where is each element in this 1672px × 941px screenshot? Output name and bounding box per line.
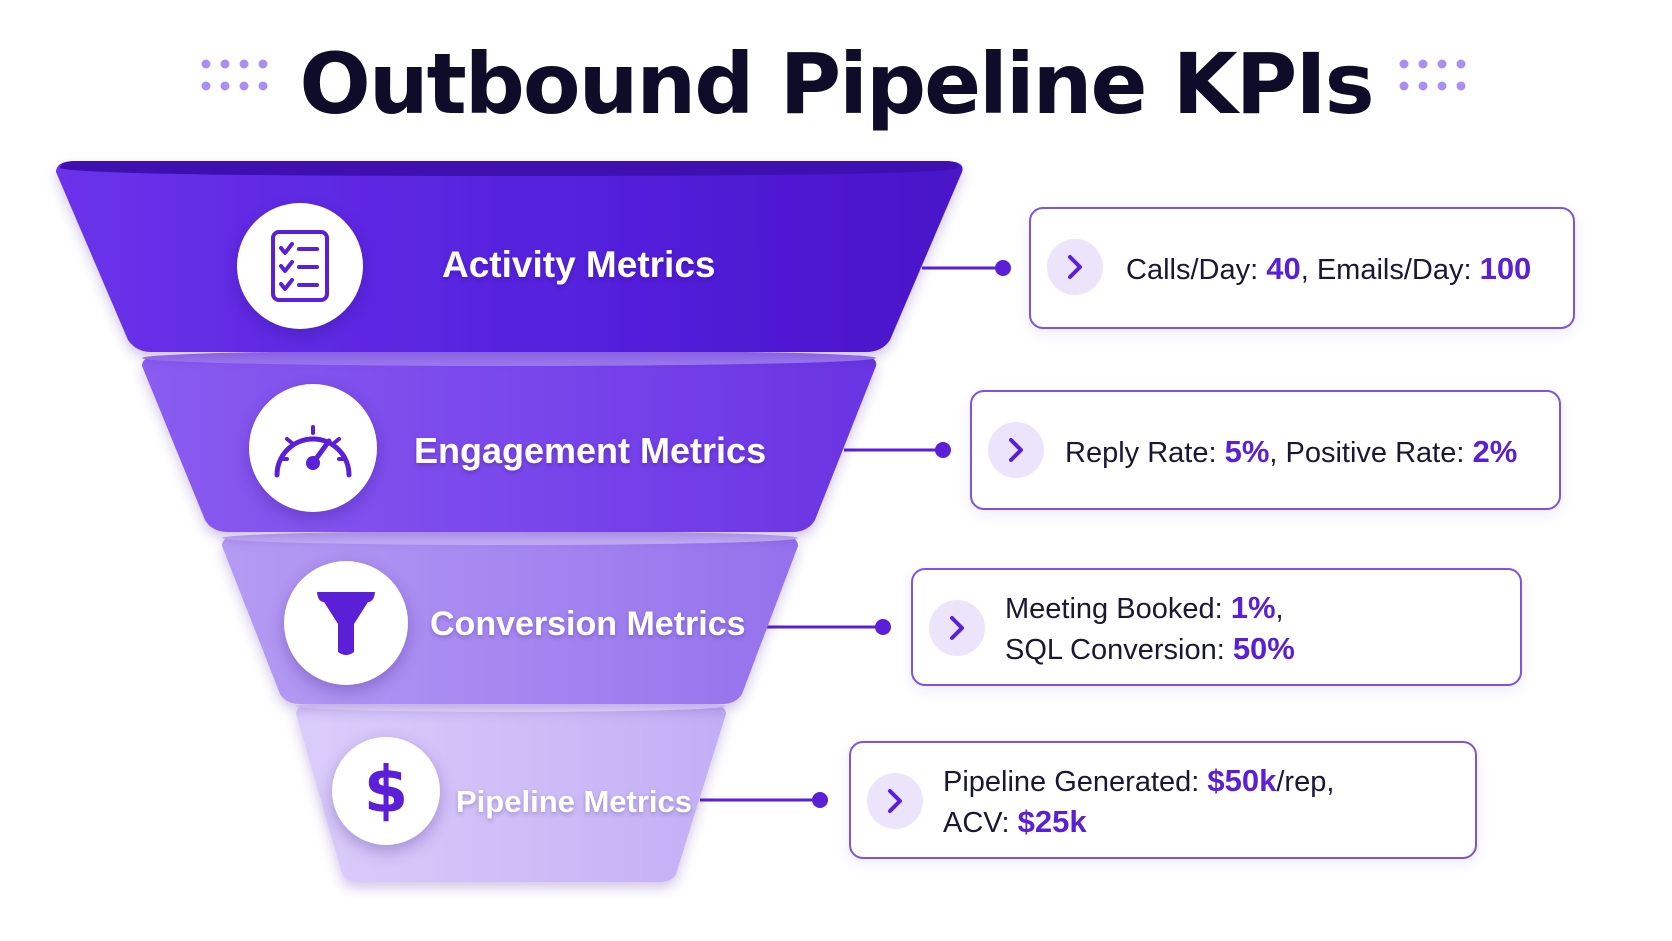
funnel-stage-engagement-rim bbox=[142, 350, 876, 366]
kpi-value: 5% bbox=[1224, 434, 1270, 469]
kpi-label: Emails/Day: bbox=[1316, 254, 1480, 286]
kpi-text: Reply Rate: 5%, Positive Rate: 2% bbox=[1065, 432, 1517, 473]
stage-label-pipeline: Pipeline Metrics bbox=[456, 784, 693, 819]
chevron-badge bbox=[1047, 239, 1103, 295]
checklist-icon bbox=[271, 230, 329, 302]
kpi-value: 40 bbox=[1266, 251, 1301, 286]
kpi-label: Positive Rate: bbox=[1285, 437, 1473, 469]
chevron-right-icon bbox=[1009, 438, 1023, 462]
kpi-text: Pipeline Generated: $50k/rep, ACV: $25k bbox=[943, 761, 1334, 843]
chevron-badge bbox=[929, 600, 985, 656]
funnel-top-rim bbox=[60, 161, 959, 176]
kpi-value: $25k bbox=[1017, 804, 1087, 839]
kpi-separator: , bbox=[1269, 437, 1286, 469]
kpi-label: Calls/Day: bbox=[1126, 254, 1267, 286]
kpi-label: Pipeline Generated: bbox=[943, 766, 1208, 798]
kpi-value: 50% bbox=[1232, 631, 1295, 666]
kpi-value: $50k bbox=[1207, 763, 1277, 798]
chevron-badge bbox=[988, 422, 1044, 478]
chevron-badge bbox=[867, 773, 923, 829]
kpi-text: Calls/Day: 40, Emails/Day: 100 bbox=[1126, 249, 1531, 290]
activity-icon-circle bbox=[237, 203, 363, 329]
connector-lines bbox=[700, 266, 1003, 802]
kpi-label: SQL Conversion: bbox=[1005, 634, 1233, 666]
pipeline-icon-circle: $ bbox=[332, 737, 440, 845]
kpi-separator: , bbox=[1300, 254, 1317, 286]
engagement-icon-circle bbox=[249, 384, 377, 512]
kpi-value: 100 bbox=[1479, 251, 1532, 286]
chevron-right-icon bbox=[950, 616, 964, 640]
stage-label-conversion: Conversion Metrics bbox=[430, 605, 746, 643]
funnel-icon bbox=[317, 592, 375, 655]
chevron-right-icon bbox=[1068, 255, 1082, 279]
kpi-card-pipeline: Pipeline Generated: $50k/rep, ACV: $25k bbox=[849, 741, 1477, 859]
kpi-value: 1% bbox=[1230, 590, 1276, 625]
kpi-card-engagement: Reply Rate: 5%, Positive Rate: 2% bbox=[970, 390, 1561, 510]
decorative-dots-left bbox=[201, 59, 268, 91]
kpi-separator: , bbox=[1326, 766, 1335, 798]
page-title: Outbound Pipeline KPIs bbox=[299, 35, 1374, 133]
dollar-icon: $ bbox=[363, 754, 409, 828]
kpi-label: ACV: bbox=[943, 807, 1018, 839]
kpi-card-activity: Calls/Day: 40, Emails/Day: 100 bbox=[1029, 207, 1575, 329]
kpi-label: Meeting Booked: bbox=[1005, 593, 1231, 625]
kpi-suffix: /rep bbox=[1276, 766, 1327, 798]
connector-dot-4 bbox=[812, 792, 828, 808]
kpi-label: Reply Rate: bbox=[1065, 437, 1225, 469]
conversion-icon-circle bbox=[284, 561, 408, 685]
decorative-dots-right bbox=[1399, 59, 1466, 91]
chevron-right-icon bbox=[888, 789, 902, 813]
kpi-text: Meeting Booked: 1%, SQL Conversion: 50% bbox=[1005, 588, 1295, 670]
kpi-separator: , bbox=[1275, 593, 1284, 625]
connector-dot-1 bbox=[995, 260, 1011, 276]
stage-label-activity: Activity Metrics bbox=[442, 244, 716, 285]
kpi-value: 2% bbox=[1472, 434, 1518, 469]
stage-label-engagement: Engagement Metrics bbox=[414, 430, 767, 471]
funnel-stage-conversion-rim bbox=[222, 531, 798, 545]
connector-dot-2 bbox=[935, 442, 951, 458]
connector-dot-3 bbox=[875, 619, 891, 635]
kpi-card-conversion: Meeting Booked: 1%, SQL Conversion: 50% bbox=[911, 568, 1522, 686]
speedometer-icon bbox=[274, 425, 352, 478]
